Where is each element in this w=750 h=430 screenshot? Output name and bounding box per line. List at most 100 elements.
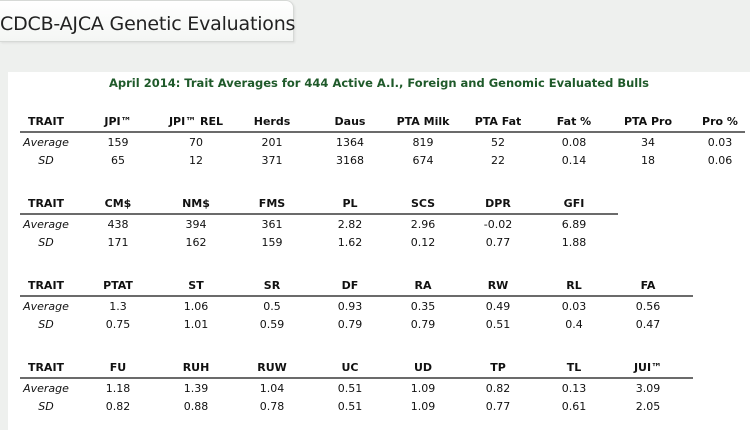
column-header: PTA Milk [396, 115, 450, 128]
column-header: SR [263, 279, 281, 292]
table-cell: -0.02 [483, 218, 513, 231]
table-caption: April 2014: Trait Averages for 444 Activ… [109, 76, 649, 90]
table-cell: 1.62 [337, 236, 363, 249]
column-header: JPI™ [104, 115, 132, 128]
table-cell: 0.59 [259, 318, 285, 331]
column-header: PTA Fat [474, 115, 522, 128]
table-cell: 0.49 [485, 300, 511, 313]
table-cell: 0.79 [410, 318, 436, 331]
row-label: SD [38, 400, 54, 413]
column-header: PL [342, 197, 358, 210]
row-label: Average [23, 218, 69, 231]
row-label: SD [38, 154, 54, 167]
header-rule [20, 295, 693, 297]
table-cell: 0.4 [565, 318, 583, 331]
row-label: Average [23, 382, 69, 395]
table-cell: 70 [189, 136, 203, 149]
table-cell: 0.35 [410, 300, 436, 313]
table-cell: 0.75 [105, 318, 131, 331]
column-header: JUI™ [633, 361, 663, 374]
table-cell: 0.82 [485, 382, 511, 395]
header-rule [20, 213, 618, 215]
row-label: Average [23, 136, 69, 149]
table-cell: 1.09 [410, 400, 436, 413]
table-cell: 52 [491, 136, 505, 149]
table-cell: 0.51 [337, 382, 363, 395]
column-header: RA [414, 279, 432, 292]
table-cell: 12 [189, 154, 203, 167]
table-cell: 371 [261, 154, 283, 167]
table-cell: 171 [107, 236, 129, 249]
table-cell: 34 [641, 136, 655, 149]
table-cell: 2.96 [410, 218, 436, 231]
column-header: TL [566, 361, 582, 374]
column-header: FU [109, 361, 127, 374]
column-header: UD [413, 361, 433, 374]
column-header: TRAIT [27, 361, 65, 374]
table-cell: 0.61 [561, 400, 587, 413]
header-rule [20, 377, 693, 379]
column-header: NM$ [182, 197, 210, 210]
table-cell: 159 [107, 136, 129, 149]
table-cell: 1.04 [259, 382, 285, 395]
table-cell: 201 [261, 136, 283, 149]
table-cell: 1.06 [183, 300, 209, 313]
column-header: UC [341, 361, 359, 374]
table-cell: 3.09 [635, 382, 661, 395]
table-cell: 0.47 [635, 318, 661, 331]
table-cell: 438 [107, 218, 129, 231]
row-label: SD [38, 236, 54, 249]
column-header: TRAIT [27, 279, 65, 292]
table-cell: 18 [641, 154, 655, 167]
table-cell: 0.03 [707, 136, 733, 149]
table-cell: 1.01 [183, 318, 209, 331]
table-cell: 361 [261, 218, 283, 231]
column-header: Pro % [702, 115, 738, 128]
table-cell: 0.88 [183, 400, 209, 413]
table-cell: 674 [412, 154, 434, 167]
column-header: SCS [410, 197, 436, 210]
table-cell: 2.05 [635, 400, 661, 413]
table-cell: 0.06 [707, 154, 733, 167]
table-cell: 1.3 [109, 300, 127, 313]
column-header: PTAT [103, 279, 133, 292]
column-header: TRAIT [27, 115, 65, 128]
table-cell: 0.13 [561, 382, 587, 395]
table-cell: 159 [261, 236, 283, 249]
table-cell: 0.77 [485, 400, 511, 413]
table-cell: 0.93 [337, 300, 363, 313]
column-header: RL [566, 279, 582, 292]
table-cell: 819 [412, 136, 434, 149]
table-cell: 2.82 [337, 218, 363, 231]
column-header: JPI™ REL [168, 115, 224, 128]
table-cell: 3168 [336, 154, 364, 167]
column-header: FMS [258, 197, 286, 210]
table-cell: 1.39 [183, 382, 209, 395]
table-cell: 0.78 [259, 400, 285, 413]
table-cell: 394 [185, 218, 207, 231]
column-header: RUH [182, 361, 210, 374]
table-cell: 1.88 [561, 236, 587, 249]
header-rule [20, 131, 745, 133]
table-cell: 0.77 [485, 236, 511, 249]
column-header: CM$ [104, 197, 132, 210]
table-cell: 0.14 [561, 154, 587, 167]
page-title: CDCB-AJCA Genetic Evaluations [0, 13, 296, 35]
table-cell: 1364 [336, 136, 364, 149]
table-cell: 0.03 [561, 300, 587, 313]
column-header: TRAIT [27, 197, 65, 210]
row-label: Average [23, 300, 69, 313]
table-cell: 0.82 [105, 400, 131, 413]
column-header: DF [341, 279, 359, 292]
header-tab: CDCB-AJCA Genetic Evaluations [0, 0, 296, 42]
column-header: Daus [334, 115, 366, 128]
table-cell: 0.51 [337, 400, 363, 413]
table-cell: 0.51 [485, 318, 511, 331]
column-header: DPR [485, 197, 511, 210]
column-header: Fat % [556, 115, 592, 128]
content-panel: April 2014: Trait Averages for 444 Activ… [8, 72, 750, 430]
table-cell: 0.79 [337, 318, 363, 331]
table-cell: 0.56 [635, 300, 661, 313]
table-cell: 0.08 [561, 136, 587, 149]
row-label: SD [38, 318, 54, 331]
